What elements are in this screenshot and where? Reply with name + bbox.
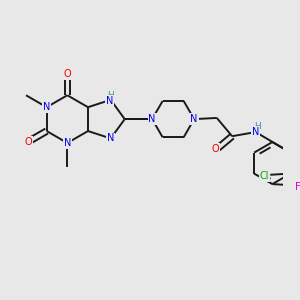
Text: N: N bbox=[107, 134, 114, 143]
Text: N: N bbox=[106, 96, 113, 106]
Text: H: H bbox=[107, 91, 114, 100]
Text: N: N bbox=[148, 114, 156, 124]
Text: N: N bbox=[43, 102, 50, 112]
Text: O: O bbox=[64, 69, 71, 79]
Text: O: O bbox=[212, 144, 219, 154]
Text: N: N bbox=[252, 127, 259, 137]
Text: H: H bbox=[254, 122, 260, 131]
Text: F: F bbox=[295, 182, 300, 192]
Text: N: N bbox=[64, 138, 71, 148]
Text: O: O bbox=[24, 137, 32, 147]
Text: Cl: Cl bbox=[260, 171, 269, 181]
Text: N: N bbox=[190, 114, 198, 124]
